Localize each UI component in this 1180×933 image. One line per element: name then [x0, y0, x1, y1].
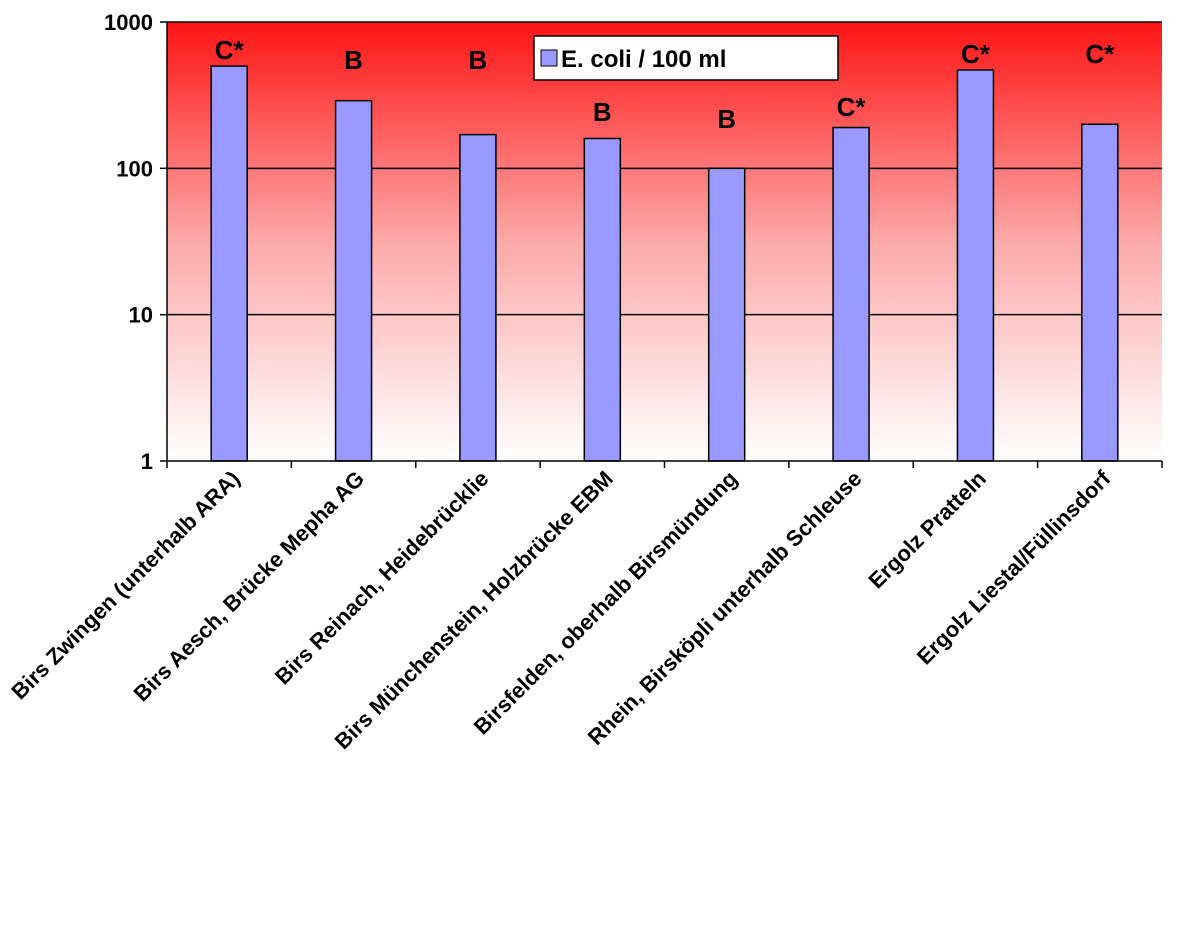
bars	[210, 65, 1119, 462]
x-tick-label: Birs Münchenstein, Holzbrücke EBM	[330, 466, 618, 754]
x-tick-label: Ergolz Pratteln	[864, 466, 991, 593]
data-label: B	[344, 45, 363, 75]
data-label: B	[717, 104, 736, 134]
data-label: C*	[215, 35, 245, 65]
x-tick-label: Birs Aesch, Brücke Mepha AG	[129, 466, 369, 706]
data-label: C*	[961, 39, 991, 69]
x-tick-label: Birsfelden, oberhalb Birsmündung	[469, 466, 743, 740]
legend-swatch	[540, 49, 558, 67]
y-tick-label: 100	[116, 156, 153, 181]
bar	[210, 65, 248, 462]
axes	[166, 22, 1163, 468]
legend-label: E. coli / 100 ml	[561, 46, 726, 73]
bar	[956, 69, 995, 462]
data-label: C*	[837, 92, 867, 122]
y-tick-labels: 1 10 100 1000	[104, 10, 167, 474]
y-tick-label: 1	[141, 449, 153, 474]
bar	[334, 99, 373, 462]
x-tick-label: Birs Zwingen (unterhalb ARA)	[6, 466, 244, 704]
plot-background	[167, 22, 1162, 461]
y-tick-label: 10	[129, 303, 153, 328]
x-tick-label: Birs Reinach, Heidebrücklie	[270, 466, 493, 689]
gridlines	[167, 21, 1162, 316]
bar	[707, 167, 746, 462]
bar	[459, 133, 497, 462]
data-label: B	[469, 45, 488, 75]
y-tick-label: 1000	[104, 10, 153, 35]
data-labels: C* B B B B C* C* C*	[215, 35, 1115, 134]
x-tick-labels: Birs Zwingen (unterhalb ARA)Birs Aesch, …	[6, 465, 1115, 754]
bar	[832, 126, 870, 462]
data-label: C*	[1085, 39, 1115, 69]
bar	[583, 137, 622, 462]
legend-box	[533, 35, 839, 81]
legend: E. coli / 100 ml	[533, 35, 839, 81]
data-label: B	[593, 97, 612, 127]
x-tick-label: Rhein, Birsköpli unterhalb Schleuse	[583, 466, 867, 750]
bar	[1081, 123, 1119, 462]
